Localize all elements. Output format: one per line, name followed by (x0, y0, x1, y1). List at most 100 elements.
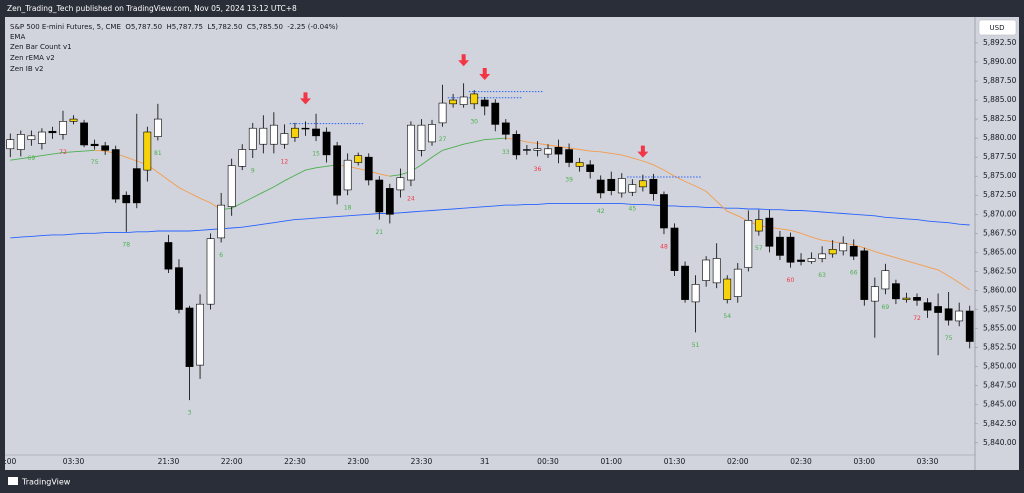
candle-body (501, 122, 510, 135)
candle-body (754, 219, 763, 232)
candle-body (892, 283, 900, 300)
candle-body (69, 118, 78, 122)
candle-body (343, 159, 352, 191)
candle-body (733, 268, 742, 297)
bar-count: 48 (660, 244, 668, 251)
candle-body (438, 102, 447, 124)
candle-body (776, 236, 784, 256)
candle-body (480, 99, 489, 107)
rema-line (10, 149, 95, 161)
x-tick-label: 01:00 (600, 457, 622, 466)
candle-body (364, 156, 373, 181)
candle-body (196, 303, 204, 366)
candle-body (459, 96, 468, 105)
candle-body (90, 143, 99, 147)
bar-count: 24 (407, 196, 415, 203)
chart-pane (5, 17, 1019, 470)
x-tick-label: 01:30 (664, 457, 686, 466)
candle-body (839, 242, 848, 252)
bar-count: 69 (28, 155, 36, 162)
candle-body (428, 124, 436, 143)
bar-count: 18 (344, 205, 352, 212)
y-tick-label: 5,880.00 (983, 133, 1017, 142)
y-tick-label: 5,882.50 (983, 114, 1017, 123)
candle-body (818, 253, 827, 259)
bar-count: 51 (692, 342, 700, 349)
candle-body (396, 177, 405, 191)
x-tick-label: 22:00 (221, 457, 243, 466)
candle-body (744, 220, 753, 268)
candle-body (649, 178, 658, 195)
bar-count: 33 (502, 149, 510, 156)
x-tick-label: 02:00 (727, 457, 749, 466)
bar-count: 60 (787, 277, 795, 284)
candle-body (807, 258, 816, 262)
candle-body (164, 242, 173, 270)
candle-body (111, 149, 120, 200)
candle-body (955, 310, 964, 322)
currency-box[interactable] (978, 19, 1017, 36)
candle-body (934, 306, 942, 313)
bar-count: 57 (755, 245, 763, 252)
bar-count: 54 (723, 313, 731, 320)
x-tick-label: 00:30 (537, 457, 559, 466)
x-tick-label: 03:00 (853, 457, 875, 466)
x-tick-label: 23:30 (411, 457, 433, 466)
candle-body (849, 245, 858, 257)
candle-body (417, 124, 426, 151)
y-tick-label: 5,867.50 (983, 228, 1017, 237)
candle-body (27, 135, 36, 140)
candle-body (660, 194, 668, 229)
bar-count: 66 (850, 269, 858, 276)
bar-count: 72 (59, 149, 67, 156)
x-tick-label: :00 (4, 457, 16, 466)
bar-count: 39 (565, 177, 573, 184)
candle-body (828, 249, 837, 255)
y-tick-label: 5,857.50 (983, 305, 1017, 314)
candle-body (628, 184, 637, 193)
legend-line: S&P 500 E-mini Futures, 5, CME O5,787.50… (10, 23, 338, 31)
bar-count: 12 (281, 158, 289, 165)
candle-body (153, 118, 162, 137)
candle-body (280, 133, 289, 145)
rema-line (505, 137, 970, 291)
candle-body (122, 194, 131, 204)
currency: USD (990, 24, 1005, 32)
logo-icon (8, 477, 18, 485)
y-tick-label: 5,860.00 (983, 285, 1017, 294)
y-tick-label: 5,885.00 (983, 95, 1017, 104)
bar-count: 3 (188, 410, 192, 417)
candle-body (575, 162, 584, 167)
y-tick-label: 5,850.00 (983, 362, 1017, 371)
bar-count: 36 (534, 166, 542, 173)
candle-body (691, 284, 700, 303)
candle-body (723, 278, 732, 300)
candle-body (797, 259, 805, 262)
candle-body (765, 217, 774, 247)
bar-count: 21 (375, 229, 383, 236)
candle-body (596, 179, 605, 194)
bar-count: 75 (945, 335, 953, 342)
brand-logo (8, 477, 18, 485)
bar-count: 9 (251, 167, 255, 174)
candle-body (38, 131, 46, 144)
candle-body (544, 148, 552, 155)
bar-count: 63 (818, 272, 826, 279)
legend-entry: Zen rEMA v2 (10, 54, 55, 62)
x-tick-label: 23:00 (347, 457, 369, 466)
ema-line (10, 203, 970, 239)
candle-body (944, 308, 953, 321)
candle-body (101, 145, 110, 151)
y-tick-label: 5,875.00 (983, 171, 1017, 180)
signal-arrow (299, 92, 311, 105)
candle-body (301, 127, 310, 130)
bar-count: 69 (882, 304, 890, 311)
y-tick-label: 5,865.00 (983, 247, 1017, 256)
y-tick-label: 5,845.00 (983, 400, 1017, 409)
candle-body (312, 128, 320, 137)
candle-body (702, 259, 711, 281)
candle-body (712, 258, 721, 284)
candle-body (185, 307, 194, 367)
candle-body (48, 130, 57, 134)
y-tick-label: 5,847.50 (983, 381, 1017, 390)
